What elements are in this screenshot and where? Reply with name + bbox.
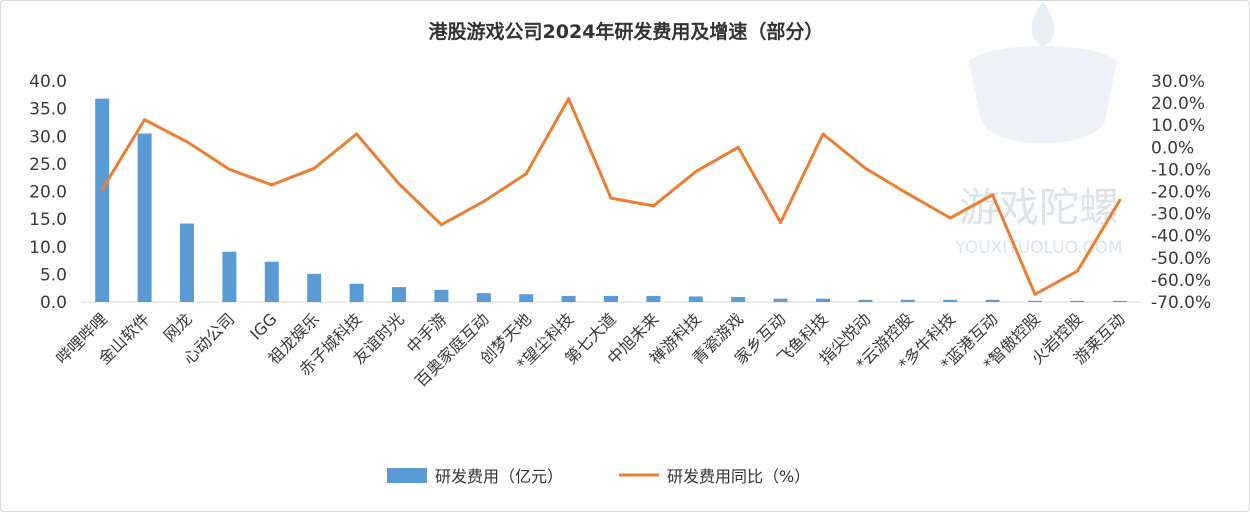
bar [985,299,1000,302]
line-point [524,172,528,176]
right-axis-tick-label: 20.0% [1151,94,1205,114]
line-point [821,132,825,136]
line-point [482,199,486,203]
bar [349,283,364,302]
line-point [397,182,401,186]
bar [180,223,194,302]
right-axis: -70.0%-60.0%-50.0%-40.0%-30.0%-20.0% -10.… [1151,72,1211,313]
chart-title: 港股游戏公司2024年研发费用及增速（部分） [429,20,824,43]
category-label: 网龙 [160,309,196,345]
line-point [991,193,995,197]
watermark-text: 游戏陀螺 [959,185,1119,231]
right-axis-tick-label: -40.0% [1151,227,1211,247]
bar [434,289,449,302]
left-axis-tick-label: 15.0 [29,210,67,230]
right-axis-tick-label: -10.0% [1151,160,1211,180]
bar [646,295,661,302]
right-axis-tick-label: -30.0% [1151,205,1211,225]
bar [476,293,491,302]
watermark-drop-icon [1031,1,1055,47]
line-point [779,220,783,224]
bar [604,295,618,302]
line-point [143,118,147,122]
right-axis-tick-label: -20.0% [1151,183,1211,203]
bar [561,295,576,302]
bar [731,297,746,302]
bar [1028,300,1042,302]
line-point [1033,292,1037,296]
line-point [948,216,952,220]
line-point [355,132,359,136]
watermark-top-icon [969,46,1117,144]
watermark-logo: 游戏陀螺 YOUXITUOLUO.COM [954,1,1123,258]
bar [943,299,958,302]
bar [900,299,915,302]
left-axis-tick-label: 20.0 [29,183,67,203]
line-point [312,166,316,170]
line-point [227,167,231,171]
watermark-subtext: YOUXITUOLUO.COM [954,238,1122,258]
right-axis-tick-label: -70.0% [1151,293,1211,313]
bar [773,298,788,302]
right-axis-tick-label: 30.0% [1151,72,1205,92]
left-axis-tick-label: 5.0 [40,265,67,285]
bar [1112,300,1127,302]
line-point [736,145,740,149]
bar [137,133,152,302]
legend: 研发费用（亿元） 研发费用同比（%） [387,467,810,486]
right-axis-tick-label: 10.0% [1151,116,1205,136]
line-point [863,166,867,170]
line-point [906,192,910,196]
bar [858,299,873,302]
bar [1070,300,1085,302]
line-point [439,223,443,227]
bar [816,298,830,302]
bar [222,251,237,302]
left-axis-tick-label: 30.0 [29,127,67,147]
right-axis-tick-label: 0.0% [1151,138,1194,158]
line-series [100,97,1122,296]
bar [95,98,110,303]
left-axis-tick-label: 10.0 [29,238,67,258]
line-point [1118,198,1122,202]
left-axis-tick-label: 25.0 [29,155,67,175]
right-axis-tick-label: -50.0% [1151,249,1211,269]
bar [264,261,279,302]
line-point [694,170,698,174]
line-point [609,196,613,200]
left-axis-tick-label: 0.0 [40,293,67,313]
legend-line-label: 研发费用同比（%） [667,467,810,486]
line-point [1075,269,1079,273]
left-axis-tick-label: 40.0 [29,72,67,92]
legend-bar-swatch [387,468,427,483]
bar [307,273,322,302]
bar [519,294,534,302]
bar [392,287,406,302]
category-label: IGG [246,309,280,343]
left-axis: 0.0 5.0 10.0 15.0 20.0 25.0 30.0 35.0 40.0 [29,72,67,313]
bar-series [95,98,1127,303]
line-point [185,140,189,144]
left-axis-tick-label: 35.0 [29,100,67,120]
line-point [100,187,104,191]
right-axis-tick-label: -60.0% [1151,271,1211,291]
bar [688,296,703,302]
legend-bar-label: 研发费用（亿元） [435,467,563,486]
line-point [651,204,655,208]
line-point [270,183,274,187]
line-point [567,97,571,101]
